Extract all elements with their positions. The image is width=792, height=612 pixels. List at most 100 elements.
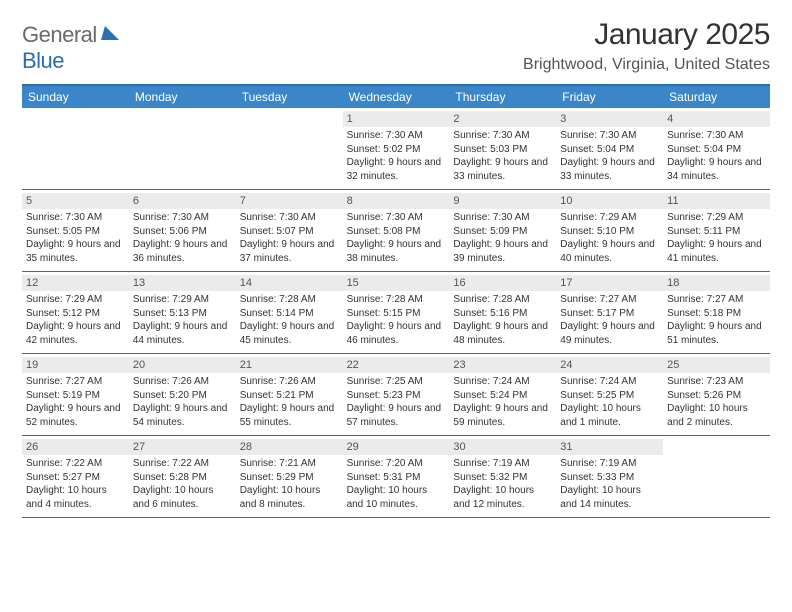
daylight-text: Daylight: 9 hours and 38 minutes. (347, 238, 446, 265)
sunrise-text: Sunrise: 7:26 AM (133, 375, 232, 389)
day-cell: 20Sunrise: 7:26 AMSunset: 5:20 PMDayligh… (129, 354, 236, 435)
sunrise-text: Sunrise: 7:27 AM (560, 293, 659, 307)
sunset-text: Sunset: 5:18 PM (667, 307, 766, 321)
title-block: January 2025 Brightwood, Virginia, Unite… (523, 18, 770, 74)
sunrise-text: Sunrise: 7:24 AM (560, 375, 659, 389)
daylight-text: Daylight: 9 hours and 34 minutes. (667, 156, 766, 183)
day-number: 15 (343, 275, 450, 291)
daylight-text: Daylight: 9 hours and 32 minutes. (347, 156, 446, 183)
day-cell: 13Sunrise: 7:29 AMSunset: 5:13 PMDayligh… (129, 272, 236, 353)
sunrise-text: Sunrise: 7:30 AM (560, 129, 659, 143)
daylight-text: Daylight: 10 hours and 14 minutes. (560, 484, 659, 511)
sunrise-text: Sunrise: 7:21 AM (240, 457, 339, 471)
sunset-text: Sunset: 5:06 PM (133, 225, 232, 239)
logo: General Blue (22, 18, 121, 74)
day-cell: 30Sunrise: 7:19 AMSunset: 5:32 PMDayligh… (449, 436, 556, 517)
day-header-friday: Friday (556, 86, 663, 108)
day-cell: 26Sunrise: 7:22 AMSunset: 5:27 PMDayligh… (22, 436, 129, 517)
week-row: 19Sunrise: 7:27 AMSunset: 5:19 PMDayligh… (22, 354, 770, 436)
daylight-text: Daylight: 9 hours and 36 minutes. (133, 238, 232, 265)
sunrise-text: Sunrise: 7:30 AM (667, 129, 766, 143)
daylight-text: Daylight: 9 hours and 41 minutes. (667, 238, 766, 265)
day-header-sunday: Sunday (22, 86, 129, 108)
sunrise-text: Sunrise: 7:20 AM (347, 457, 446, 471)
sunset-text: Sunset: 5:32 PM (453, 471, 552, 485)
sunrise-text: Sunrise: 7:28 AM (240, 293, 339, 307)
sunrise-text: Sunrise: 7:30 AM (453, 211, 552, 225)
sunrise-text: Sunrise: 7:30 AM (26, 211, 125, 225)
day-cell: 25Sunrise: 7:23 AMSunset: 5:26 PMDayligh… (663, 354, 770, 435)
day-cell: 19Sunrise: 7:27 AMSunset: 5:19 PMDayligh… (22, 354, 129, 435)
sunrise-text: Sunrise: 7:22 AM (133, 457, 232, 471)
day-cell: 16Sunrise: 7:28 AMSunset: 5:16 PMDayligh… (449, 272, 556, 353)
sunrise-text: Sunrise: 7:29 AM (667, 211, 766, 225)
day-number: 18 (663, 275, 770, 291)
day-number: 23 (449, 357, 556, 373)
day-cell: 9Sunrise: 7:30 AMSunset: 5:09 PMDaylight… (449, 190, 556, 271)
day-number: 20 (129, 357, 236, 373)
day-number: 19 (22, 357, 129, 373)
sunrise-text: Sunrise: 7:30 AM (240, 211, 339, 225)
day-number: 31 (556, 439, 663, 455)
sunset-text: Sunset: 5:11 PM (667, 225, 766, 239)
sunrise-text: Sunrise: 7:28 AM (347, 293, 446, 307)
daylight-text: Daylight: 9 hours and 45 minutes. (240, 320, 339, 347)
day-cell: 6Sunrise: 7:30 AMSunset: 5:06 PMDaylight… (129, 190, 236, 271)
daylight-text: Daylight: 9 hours and 33 minutes. (560, 156, 659, 183)
logo-word-1: General (22, 22, 97, 47)
day-cell-empty: . (236, 108, 343, 189)
daylight-text: Daylight: 9 hours and 40 minutes. (560, 238, 659, 265)
day-cell: 21Sunrise: 7:26 AMSunset: 5:21 PMDayligh… (236, 354, 343, 435)
sunset-text: Sunset: 5:29 PM (240, 471, 339, 485)
sunrise-text: Sunrise: 7:23 AM (667, 375, 766, 389)
day-number: 6 (129, 193, 236, 209)
sunset-text: Sunset: 5:28 PM (133, 471, 232, 485)
sunrise-text: Sunrise: 7:24 AM (453, 375, 552, 389)
logo-word-2: Blue (22, 48, 64, 73)
page-title: January 2025 (523, 18, 770, 52)
sunset-text: Sunset: 5:33 PM (560, 471, 659, 485)
daylight-text: Daylight: 10 hours and 12 minutes. (453, 484, 552, 511)
day-cell: 17Sunrise: 7:27 AMSunset: 5:17 PMDayligh… (556, 272, 663, 353)
day-number: 22 (343, 357, 450, 373)
day-cell-empty: . (663, 436, 770, 517)
day-cell: 31Sunrise: 7:19 AMSunset: 5:33 PMDayligh… (556, 436, 663, 517)
sunrise-text: Sunrise: 7:26 AM (240, 375, 339, 389)
sunrise-text: Sunrise: 7:30 AM (453, 129, 552, 143)
day-cell: 5Sunrise: 7:30 AMSunset: 5:05 PMDaylight… (22, 190, 129, 271)
daylight-text: Daylight: 9 hours and 42 minutes. (26, 320, 125, 347)
sunset-text: Sunset: 5:03 PM (453, 143, 552, 157)
calendar-header-row: SundayMondayTuesdayWednesdayThursdayFrid… (22, 86, 770, 108)
day-cell: 4Sunrise: 7:30 AMSunset: 5:04 PMDaylight… (663, 108, 770, 189)
day-cell-empty: . (22, 108, 129, 189)
day-number: 1 (343, 111, 450, 127)
sunset-text: Sunset: 5:25 PM (560, 389, 659, 403)
day-cell: 3Sunrise: 7:30 AMSunset: 5:04 PMDaylight… (556, 108, 663, 189)
daylight-text: Daylight: 10 hours and 1 minute. (560, 402, 659, 429)
sunrise-text: Sunrise: 7:30 AM (347, 211, 446, 225)
daylight-text: Daylight: 9 hours and 52 minutes. (26, 402, 125, 429)
sunset-text: Sunset: 5:23 PM (347, 389, 446, 403)
daylight-text: Daylight: 9 hours and 35 minutes. (26, 238, 125, 265)
week-row: 5Sunrise: 7:30 AMSunset: 5:05 PMDaylight… (22, 190, 770, 272)
day-number: 17 (556, 275, 663, 291)
week-row: 12Sunrise: 7:29 AMSunset: 5:12 PMDayligh… (22, 272, 770, 354)
day-cell: 23Sunrise: 7:24 AMSunset: 5:24 PMDayligh… (449, 354, 556, 435)
day-cell: 12Sunrise: 7:29 AMSunset: 5:12 PMDayligh… (22, 272, 129, 353)
sunrise-text: Sunrise: 7:27 AM (667, 293, 766, 307)
day-number: 10 (556, 193, 663, 209)
week-row: 26Sunrise: 7:22 AMSunset: 5:27 PMDayligh… (22, 436, 770, 518)
sunset-text: Sunset: 5:04 PM (667, 143, 766, 157)
daylight-text: Daylight: 10 hours and 6 minutes. (133, 484, 232, 511)
day-number: 30 (449, 439, 556, 455)
daylight-text: Daylight: 9 hours and 46 minutes. (347, 320, 446, 347)
day-number: 13 (129, 275, 236, 291)
day-number: 16 (449, 275, 556, 291)
day-number: 3 (556, 111, 663, 127)
daylight-text: Daylight: 10 hours and 10 minutes. (347, 484, 446, 511)
sunset-text: Sunset: 5:15 PM (347, 307, 446, 321)
day-number: 8 (343, 193, 450, 209)
day-cell: 14Sunrise: 7:28 AMSunset: 5:14 PMDayligh… (236, 272, 343, 353)
day-number: 12 (22, 275, 129, 291)
sunset-text: Sunset: 5:13 PM (133, 307, 232, 321)
